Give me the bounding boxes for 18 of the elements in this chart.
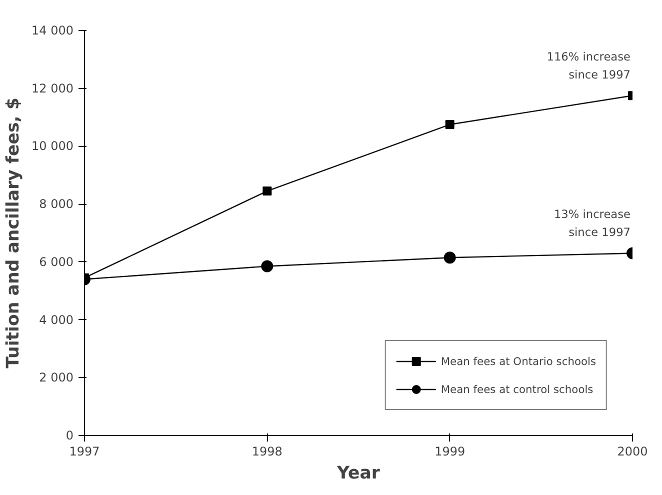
x-axis-title: Year <box>336 464 380 484</box>
annotation: 116% increase since 1997 <box>546 49 631 82</box>
y-tick-label: 10 000 <box>32 139 74 154</box>
x-tick-label: 1997 <box>69 444 100 458</box>
y-tick-label: 14 000 <box>32 24 74 38</box>
y-tick-label: 2 000 <box>39 370 74 385</box>
annotation: 13% increase since 1997 <box>554 207 631 240</box>
x-tick-label: 1998 <box>252 444 282 458</box>
y-tick-label: 8 000 <box>39 197 74 212</box>
y-tick-label: 12 000 <box>32 81 74 96</box>
y-tick-label: 6 000 <box>39 254 74 269</box>
y-tick-label: 0 <box>66 428 74 442</box>
legend-label: Mean fees at Ontario schools <box>440 354 596 368</box>
y-tick-label: 4 000 <box>39 312 74 327</box>
y-axis-title: Tuition and ancillary fees, $ <box>4 98 24 368</box>
x-tick-label: 1999 <box>434 444 466 458</box>
x-tick-label: 2000 <box>617 444 648 458</box>
legend-label: Mean fees at control schools <box>440 382 594 396</box>
